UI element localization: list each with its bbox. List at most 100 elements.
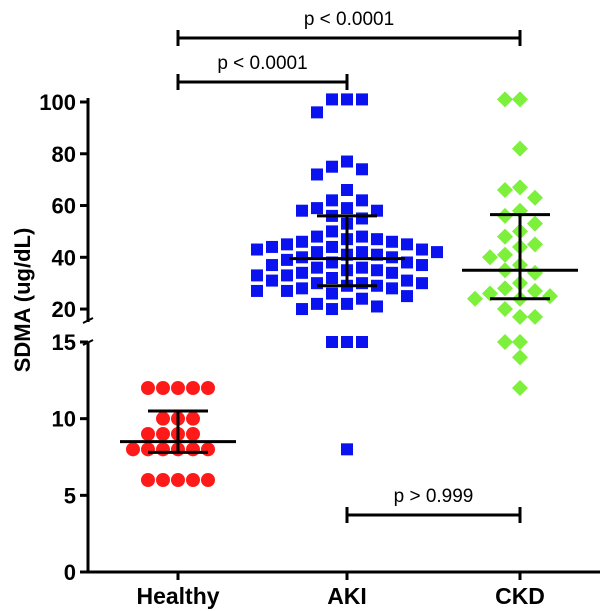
data-point-aki bbox=[386, 235, 398, 248]
data-point-ckd bbox=[512, 334, 528, 350]
y-axis-label: SDMA (ug/dL) bbox=[10, 228, 35, 373]
data-point-aki bbox=[266, 259, 278, 272]
data-point-aki bbox=[296, 266, 308, 279]
data-point-aki bbox=[311, 246, 323, 259]
data-point-aki bbox=[431, 246, 443, 259]
data-point-ckd bbox=[527, 236, 543, 253]
data-point-aki bbox=[296, 235, 308, 248]
data-point-aki bbox=[341, 184, 353, 196]
data-point-aki bbox=[341, 443, 353, 456]
data-point-healthy bbox=[156, 427, 170, 441]
data-point-aki bbox=[296, 303, 308, 316]
data-point-aki bbox=[341, 202, 353, 215]
data-point-healthy bbox=[201, 473, 215, 487]
data-point-ckd bbox=[542, 288, 558, 305]
data-point-aki bbox=[371, 300, 383, 313]
data-point-aki bbox=[311, 106, 323, 119]
data-point-aki bbox=[251, 269, 263, 282]
data-point-ckd bbox=[497, 91, 513, 108]
data-point-aki bbox=[341, 93, 353, 106]
data-point-aki bbox=[281, 269, 293, 282]
data-point-healthy bbox=[201, 442, 215, 457]
data-point-aki bbox=[401, 238, 413, 251]
data-point-aki bbox=[341, 297, 353, 310]
data-point-ckd bbox=[512, 380, 528, 396]
data-point-aki bbox=[326, 194, 338, 207]
data-point-healthy bbox=[201, 381, 215, 395]
data-point-aki bbox=[311, 230, 323, 243]
data-point-aki bbox=[326, 240, 338, 253]
data-point-aki bbox=[341, 155, 353, 168]
data-point-aki bbox=[326, 303, 338, 316]
data-point-aki bbox=[326, 287, 338, 300]
data-point-ckd bbox=[512, 91, 528, 108]
data-point-healthy bbox=[126, 442, 140, 457]
data-point-aki bbox=[416, 243, 428, 256]
data-point-aki bbox=[416, 259, 428, 272]
data-point-ckd bbox=[512, 179, 528, 196]
data-point-aki bbox=[326, 160, 338, 173]
data-point-aki bbox=[401, 290, 413, 303]
data-point-ckd bbox=[497, 182, 513, 198]
data-point-aki bbox=[251, 243, 263, 256]
axis-break-mark bbox=[82, 317, 94, 324]
data-point-healthy bbox=[156, 411, 170, 426]
y-tick-label: 5 bbox=[64, 483, 76, 508]
data-point-aki bbox=[356, 292, 368, 305]
data-point-ckd bbox=[482, 249, 498, 266]
data-point-healthy bbox=[141, 381, 155, 395]
data-point-aki bbox=[356, 246, 368, 259]
data-points bbox=[126, 91, 558, 487]
significance-label: p < 0.0001 bbox=[217, 53, 307, 74]
data-point-ckd bbox=[512, 308, 528, 325]
data-point-aki bbox=[326, 336, 338, 348]
data-point-healthy bbox=[186, 473, 200, 487]
data-point-aki bbox=[371, 264, 383, 277]
y-tick-label: 60 bbox=[52, 194, 76, 219]
x-tick-label: CKD bbox=[495, 583, 545, 609]
significance-label: p > 0.999 bbox=[394, 486, 474, 507]
data-point-aki bbox=[356, 277, 368, 290]
data-point-healthy bbox=[141, 473, 155, 487]
y-tick-label: 10 bbox=[52, 407, 76, 432]
data-point-healthy bbox=[186, 411, 200, 426]
data-point-aki bbox=[296, 204, 308, 217]
data-point-aki bbox=[356, 212, 368, 225]
data-point-aki bbox=[311, 297, 323, 310]
data-point-aki bbox=[326, 272, 338, 284]
data-point-aki bbox=[416, 277, 428, 290]
data-point-ckd bbox=[467, 290, 483, 307]
data-point-aki bbox=[326, 93, 338, 106]
data-point-ckd bbox=[497, 228, 513, 245]
data-point-ckd bbox=[497, 280, 513, 297]
data-point-healthy bbox=[141, 427, 155, 441]
data-point-ckd bbox=[497, 301, 513, 318]
data-point-aki bbox=[311, 261, 323, 274]
y-tick-label: 100 bbox=[39, 90, 76, 115]
data-point-aki bbox=[356, 163, 368, 176]
data-point-healthy bbox=[156, 473, 170, 487]
data-point-healthy bbox=[171, 381, 185, 395]
data-point-aki bbox=[281, 238, 293, 251]
data-point-aki bbox=[266, 240, 278, 253]
data-point-healthy bbox=[186, 427, 200, 441]
data-point-ckd bbox=[497, 334, 513, 350]
y-tick-label: 0 bbox=[64, 560, 76, 585]
y-tick-label: 20 bbox=[52, 297, 76, 322]
data-point-aki bbox=[251, 284, 263, 297]
data-point-aki bbox=[341, 336, 353, 348]
data-point-healthy bbox=[186, 442, 200, 457]
data-point-aki bbox=[371, 204, 383, 217]
median-iqr-bars bbox=[120, 213, 578, 454]
data-point-aki bbox=[386, 266, 398, 279]
data-point-ckd bbox=[527, 308, 543, 325]
significance-brackets: p < 0.0001 p < 0.0001 p > 0.999 bbox=[176, 9, 522, 523]
data-point-aki bbox=[356, 93, 368, 106]
data-point-aki bbox=[281, 253, 293, 266]
data-point-aki bbox=[326, 225, 338, 238]
data-point-aki bbox=[296, 282, 308, 295]
data-point-ckd bbox=[527, 264, 543, 281]
data-point-aki bbox=[401, 274, 413, 287]
data-point-ckd bbox=[527, 282, 543, 299]
data-point-aki bbox=[281, 284, 293, 297]
